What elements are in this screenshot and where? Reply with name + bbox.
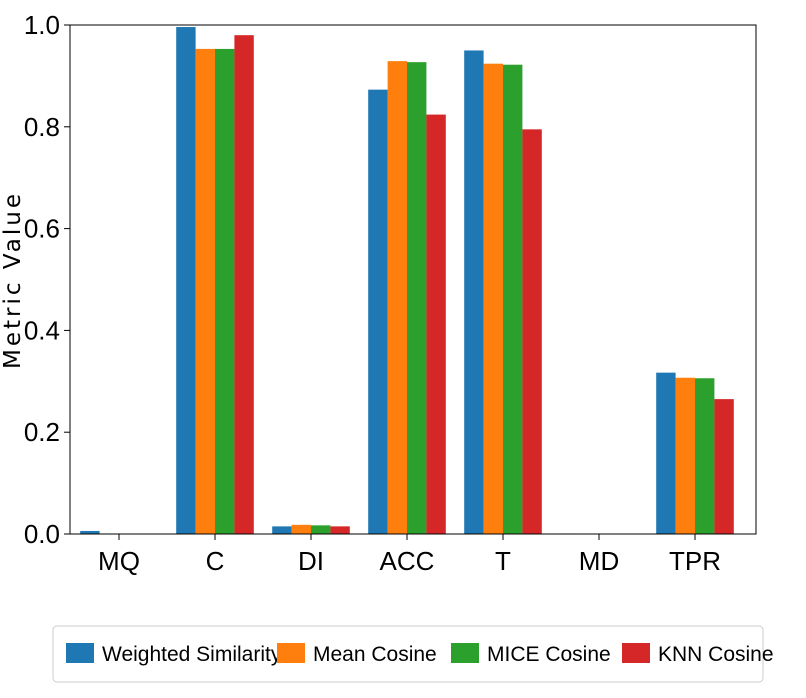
plot-frame <box>69 24 757 535</box>
bar-c-mice-cosine <box>215 48 235 535</box>
x-tick-label-acc: ACC <box>380 546 435 576</box>
y-tick-label: 0.0 <box>24 519 60 549</box>
x-tick-label-di: DI <box>298 546 324 576</box>
bars-layer <box>80 27 734 535</box>
x-tick-label-t: T <box>495 546 511 576</box>
bar-acc-weighted-similarity <box>368 89 388 534</box>
bar-mq-weighted-similarity <box>80 530 100 534</box>
x-axis: MQ C DI ACC T MD TPR <box>98 534 721 576</box>
bar-tpr-mice-cosine <box>695 378 715 534</box>
legend: Weighted Similarity Mean Cosine MICE Cosin… <box>52 625 774 683</box>
bar-c-weighted-similarity <box>176 27 196 534</box>
y-tick-label: 0.2 <box>24 417 60 447</box>
bar-acc-mean-cosine <box>387 61 407 534</box>
y-tick-label: 0.4 <box>24 315 60 345</box>
x-tick-label-c: C <box>206 546 225 576</box>
y-tick-label: 1.0 <box>24 10 60 40</box>
bar-di-knn-cosine <box>330 526 350 534</box>
legend-label-knn-cosine: KNN Cosine <box>658 643 774 666</box>
bar-tpr-weighted-similarity <box>656 372 676 534</box>
legend-label-mean-cosine: Mean Cosine <box>313 643 437 666</box>
bar-di-mice-cosine <box>311 525 331 534</box>
legend-label-mice-cosine: MICE Cosine <box>487 643 611 666</box>
legend-swatch-mean-cosine <box>277 643 305 663</box>
bar-t-mean-cosine <box>483 63 503 535</box>
legend-swatch-weighted-similarity <box>66 643 94 663</box>
bar-t-weighted-similarity <box>464 50 484 534</box>
legend-box <box>52 625 764 683</box>
x-tick-label-tpr: TPR <box>669 546 721 576</box>
legend-label-weighted-similarity: Weighted Similarity <box>102 643 282 666</box>
bar-t-knn-cosine <box>522 129 542 534</box>
bar-acc-knn-cosine <box>426 114 446 534</box>
y-axis: 0.0 0.2 0.4 0.6 0.8 1.0 <box>24 10 70 549</box>
bar-t-mice-cosine <box>503 64 523 534</box>
bar-tpr-mean-cosine <box>675 377 695 534</box>
bar-tpr-knn-cosine <box>714 399 734 534</box>
x-tick-label-mq: MQ <box>98 546 140 576</box>
y-tick-label: 0.6 <box>24 214 60 244</box>
bar-di-weighted-similarity <box>272 526 292 534</box>
y-tick-label: 0.8 <box>24 112 60 142</box>
y-axis-label: Metric Value <box>0 191 26 369</box>
legend-swatch-mice-cosine <box>451 643 479 663</box>
legend-swatch-knn-cosine <box>622 643 650 663</box>
x-tick-label-md: MD <box>579 546 619 576</box>
bar-di-mean-cosine <box>291 524 311 534</box>
bar-acc-mice-cosine <box>407 62 427 534</box>
bar-c-mean-cosine <box>195 48 215 535</box>
bar-c-knn-cosine <box>234 35 254 535</box>
